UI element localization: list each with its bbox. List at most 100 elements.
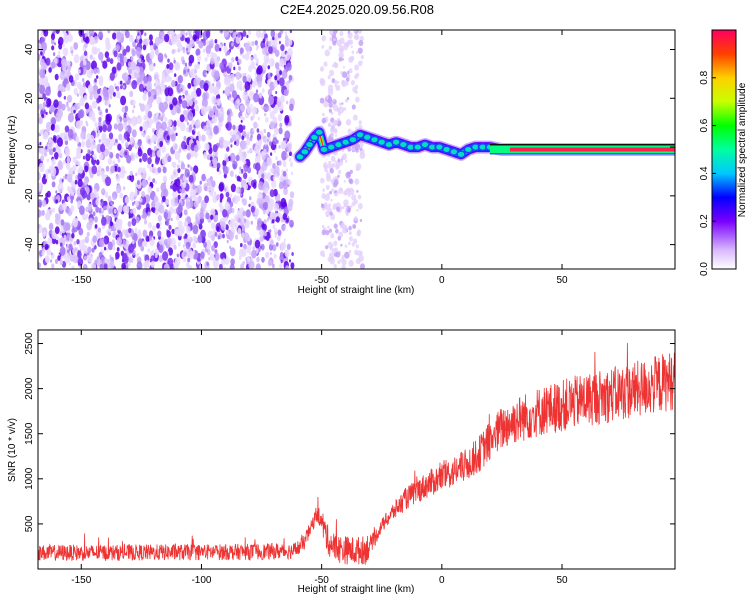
noise-blob [186,226,191,234]
noise-blob [288,39,293,46]
noise-blob [237,31,241,38]
noise-blob [81,130,86,139]
noise-blob [78,109,85,119]
noise-blob [68,262,71,266]
noise-blob [174,150,181,160]
noise-blob [59,246,66,256]
noise-blob [200,251,205,259]
noise-blob [276,97,281,102]
noise-blob [108,132,114,140]
sparse-noise-blob [321,45,325,49]
noise-blob [191,108,196,114]
sparse-noise-blob [348,241,351,246]
noise-blob [102,60,108,69]
noise-blob [278,40,281,45]
noise-blob [177,74,183,84]
noise-blob [188,124,193,131]
sparse-noise-blob [342,65,345,69]
noise-blob [290,262,295,269]
noise-blob [273,80,278,88]
sparse-noise-blob [337,260,341,265]
noise-blob [263,30,267,35]
bottom-y-axis-label: SNR (10 * v/v) [7,418,18,482]
noise-blob [130,177,134,183]
noise-blob [93,91,99,100]
noise-blob [66,156,71,163]
noise-blob [245,99,250,107]
noise-blob [285,217,289,223]
noise-blob [54,226,60,235]
ridge-point-core [335,142,342,148]
noise-blob [101,132,107,141]
noise-blob [147,91,152,97]
noise-blob [201,173,206,182]
noise-blob [139,126,143,132]
noise-blob [54,73,59,81]
noise-blob [153,195,158,203]
noise-blob [118,81,121,86]
noise-blob [165,55,168,59]
noise-blob [126,66,129,70]
noise-blob [221,257,226,266]
noise-blob [257,80,262,88]
noise-blob [235,35,241,44]
noise-blob [86,69,93,79]
noise-blob [122,72,129,82]
noise-blob [275,62,280,70]
colorbar-label: Normalized spectral amplitude [737,82,748,217]
noise-blob [161,156,168,166]
noise-blob [214,214,219,220]
noise-blob [189,112,193,117]
noise-blob [38,113,41,117]
noise-blob [59,259,64,266]
sparse-noise-blob [348,225,352,231]
noise-blob [154,180,157,185]
noise-blob [115,138,118,144]
y-tick-label: 0 [24,144,35,150]
noise-blob [289,191,295,199]
noise-blob [286,243,291,250]
noise-blob [50,124,55,131]
noise-blob [290,223,293,228]
noise-blob [38,182,42,192]
noise-blob [285,153,289,159]
noise-blob [183,135,187,141]
sparse-noise-blob [327,241,333,249]
ridge-layer [293,125,675,164]
noise-blob [55,199,58,204]
noise-blob [142,152,148,162]
noise-blob [121,138,125,144]
noise-blob [48,86,51,91]
sparse-noise-blob [356,50,359,54]
sparse-noise-blob [323,162,328,169]
noise-blob [137,32,140,36]
sparse-noise-blob [342,149,345,153]
noise-blob [227,115,232,123]
noise-blob [177,167,181,173]
noise-blob [203,125,207,132]
noise-blob [40,31,45,38]
sparse-noise-blob [335,84,341,91]
noise-blob [49,105,54,113]
sparse-noise-blob [333,240,338,247]
noise-blob [273,228,278,235]
noise-blob [109,58,114,65]
noise-blob [76,146,82,155]
sparse-noise-blob [327,163,333,170]
noise-blob [42,107,45,111]
ridge-point-core [378,139,385,145]
noise-blob [192,224,199,235]
noise-blob [92,211,96,216]
noise-blob [89,36,96,46]
noise-blob [99,153,103,160]
noise-blob [108,151,111,155]
sparse-noise-blob [319,66,325,72]
noise-blob [256,256,260,263]
noise-blob [62,47,69,57]
noise-blob [282,213,287,221]
noise-blob [51,45,55,51]
noise-blob [186,152,191,160]
sparse-noise-blob [353,199,358,205]
noise-blob [176,107,181,114]
noise-blob [127,221,132,227]
